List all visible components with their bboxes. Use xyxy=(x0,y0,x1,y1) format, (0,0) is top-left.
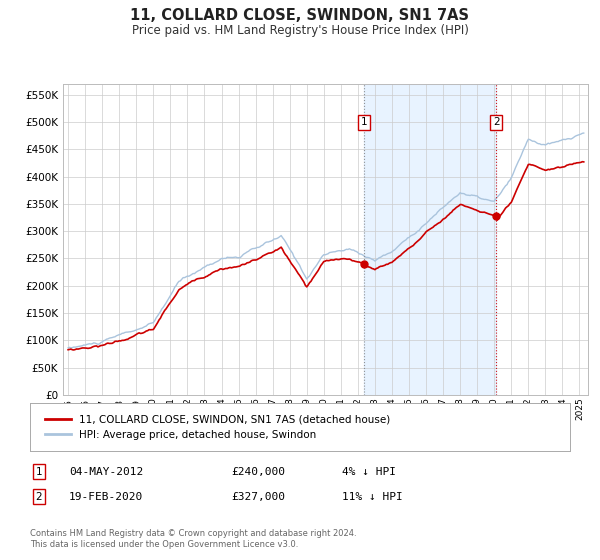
Text: £327,000: £327,000 xyxy=(231,492,285,502)
Text: 11, COLLARD CLOSE, SWINDON, SN1 7AS: 11, COLLARD CLOSE, SWINDON, SN1 7AS xyxy=(131,8,470,24)
Text: 1: 1 xyxy=(35,466,43,477)
Text: 19-FEB-2020: 19-FEB-2020 xyxy=(69,492,143,502)
Text: 2: 2 xyxy=(493,117,500,127)
Text: Contains HM Land Registry data © Crown copyright and database right 2024.
This d: Contains HM Land Registry data © Crown c… xyxy=(30,529,356,549)
Text: 4% ↓ HPI: 4% ↓ HPI xyxy=(342,466,396,477)
Text: £240,000: £240,000 xyxy=(231,466,285,477)
Text: 2: 2 xyxy=(35,492,43,502)
Bar xyxy=(364,84,496,395)
Text: 1: 1 xyxy=(361,117,367,127)
Text: 04-MAY-2012: 04-MAY-2012 xyxy=(69,466,143,477)
Legend: 11, COLLARD CLOSE, SWINDON, SN1 7AS (detached house), HPI: Average price, detach: 11, COLLARD CLOSE, SWINDON, SN1 7AS (det… xyxy=(41,410,395,444)
Text: Price paid vs. HM Land Registry's House Price Index (HPI): Price paid vs. HM Land Registry's House … xyxy=(131,24,469,36)
Text: 11% ↓ HPI: 11% ↓ HPI xyxy=(342,492,403,502)
